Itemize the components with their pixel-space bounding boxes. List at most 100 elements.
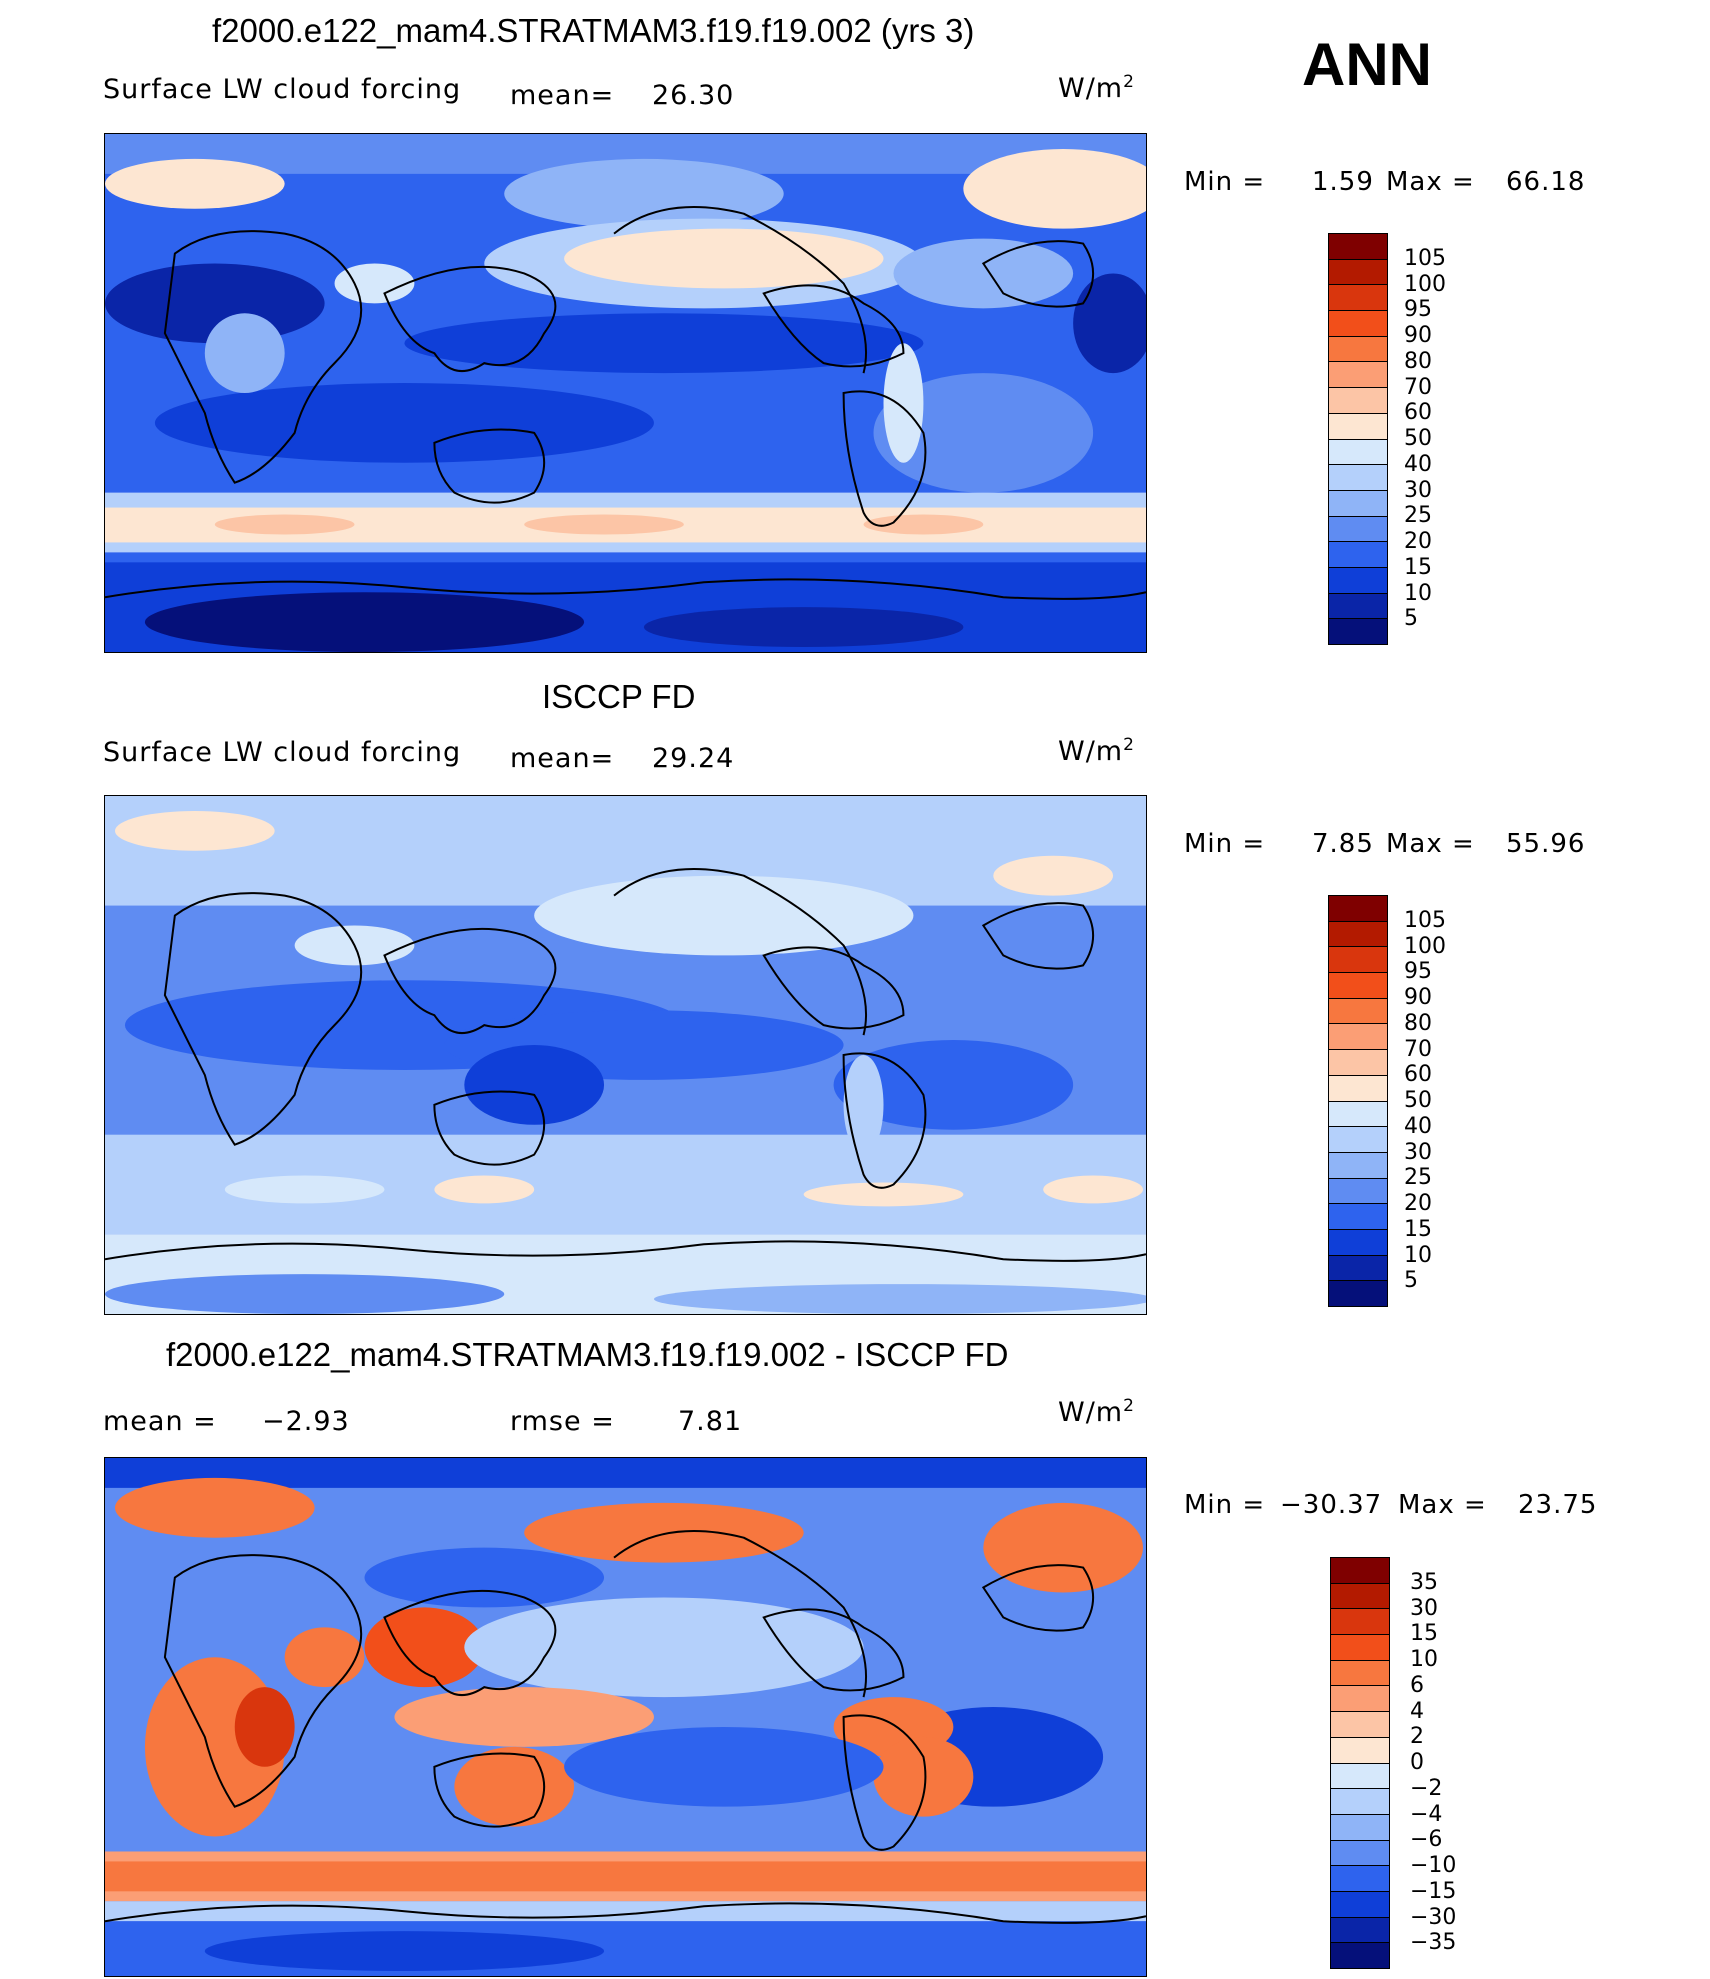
panel2-mean-value: 29.24 <box>652 743 735 774</box>
colorbar-tick-label: 15 <box>1404 1216 1432 1242</box>
colorbar-swatch <box>1329 567 1387 594</box>
colorbar-tick-label: −2 <box>1410 1775 1443 1801</box>
colorbar-swatch <box>1329 285 1387 312</box>
colorbar-swatch <box>1329 362 1387 389</box>
colorbar-swatch <box>1329 1075 1387 1102</box>
panel1-field-label: Surface LW cloud forcing <box>103 74 462 105</box>
colorbar-swatch <box>1329 1024 1387 1051</box>
panel2-title: ISCCP FD <box>542 678 696 715</box>
panel3-mean-value: −2.93 <box>262 1406 350 1437</box>
colorbar-tick-label: −15 <box>1410 1878 1457 1904</box>
colorbar-swatch <box>1329 619 1387 644</box>
colorbar-swatch <box>1331 1943 1389 1968</box>
colorbar-tick-label: 60 <box>1404 400 1432 426</box>
panel1-min-value: 1.59 <box>1312 167 1374 197</box>
panel3-min-value: −30.37 <box>1280 1490 1383 1520</box>
colorbar-swatch <box>1329 336 1387 363</box>
colorbar-swatch <box>1329 1101 1387 1128</box>
colorbar-swatch <box>1331 1660 1389 1687</box>
colorbar-tick-label: 30 <box>1404 1139 1432 1165</box>
colorbar-tick-label: 90 <box>1404 323 1432 348</box>
colorbar-swatch <box>1329 921 1387 948</box>
colorbar-tick-label: 20 <box>1404 1191 1432 1216</box>
colorbar-tick-label: 2 <box>1410 1724 1424 1750</box>
colorbar-swatch <box>1329 413 1387 440</box>
panel1-min-label: Min = <box>1184 167 1266 197</box>
colorbar-tick-label: 6 <box>1410 1672 1424 1698</box>
colorbar-tick-label: 40 <box>1404 451 1432 477</box>
colorbar-tick-label: 25 <box>1404 503 1432 529</box>
panel1-max-label: Max = <box>1386 167 1475 197</box>
panel2-min-label: Min = <box>1184 829 1266 859</box>
colorbar-swatch <box>1329 1050 1387 1076</box>
panel2-max-value: 55.96 <box>1506 829 1586 859</box>
colorbar-swatch <box>1331 1686 1389 1713</box>
colorbar-tick-label: 20 <box>1404 529 1432 554</box>
colorbar-swatch <box>1329 542 1387 568</box>
colorbar-swatch <box>1329 1281 1387 1306</box>
colorbar-swatch <box>1329 259 1387 286</box>
panel2-map <box>104 795 1147 1315</box>
colorbar-swatch <box>1331 1917 1389 1944</box>
colorbar-tick-label: 95 <box>1404 959 1432 985</box>
panel1-colorbar <box>1328 233 1388 645</box>
colorbar-swatch <box>1329 388 1387 414</box>
colorbar-tick-label: 0 <box>1410 1750 1424 1775</box>
colorbar-swatch <box>1329 516 1387 543</box>
panel1-mean-label: mean= <box>510 80 615 111</box>
colorbar-swatch <box>1331 1609 1389 1636</box>
colorbar-swatch <box>1331 1789 1389 1815</box>
colorbar-swatch <box>1329 973 1387 999</box>
colorbar-swatch <box>1329 1127 1387 1153</box>
colorbar-swatch <box>1329 1204 1387 1230</box>
colorbar-tick-label: 15 <box>1410 1621 1438 1647</box>
panel3-colorbar-labels: 35 30 15 10 6 4 2 0 −2 −4 −6 −10 −15 −30 −35 <box>1410 1557 1480 1969</box>
colorbar-tick-label: 10 <box>1410 1647 1438 1672</box>
season-label: ANN <box>1302 31 1432 98</box>
colorbar-swatch <box>1331 1635 1389 1661</box>
colorbar-tick-label: 70 <box>1404 1036 1432 1062</box>
panel3-max-value: 23.75 <box>1518 1490 1598 1520</box>
colorbar-tick-label: 80 <box>1404 1010 1432 1036</box>
colorbar-tick-label: 5 <box>1404 1268 1418 1294</box>
colorbar-swatch <box>1329 1229 1387 1256</box>
panel3-rmse-label: rmse = <box>510 1406 615 1437</box>
colorbar-tick-label: −30 <box>1410 1904 1457 1930</box>
colorbar-tick-label: 70 <box>1404 374 1432 400</box>
colorbar-swatch <box>1329 465 1387 491</box>
colorbar-swatch <box>1329 234 1387 260</box>
colorbar-swatch <box>1331 1840 1389 1867</box>
colorbar-tick-label: 100 <box>1404 271 1446 297</box>
colorbar-tick-label: 100 <box>1404 933 1446 959</box>
panel1-mean-value: 26.30 <box>652 80 735 111</box>
panel1-title: f2000.e122_mam4.STRATMAM3.f19.f19.002 (y… <box>212 12 975 49</box>
colorbar-swatch <box>1329 1255 1387 1282</box>
panel1-map <box>104 133 1147 653</box>
colorbar-swatch <box>1331 1891 1389 1918</box>
colorbar-swatch <box>1329 998 1387 1025</box>
colorbar-tick-label: −10 <box>1410 1853 1457 1878</box>
colorbar-swatch <box>1331 1814 1389 1841</box>
colorbar-swatch <box>1329 1178 1387 1205</box>
colorbar-swatch <box>1331 1712 1389 1738</box>
panel3-units: W/m2 <box>1058 1396 1135 1428</box>
colorbar-swatch <box>1329 947 1387 974</box>
colorbar-tick-label: 10 <box>1404 580 1432 606</box>
colorbar-tick-label: 105 <box>1404 907 1446 933</box>
panel2-min-value: 7.85 <box>1312 829 1374 859</box>
panel2-field-label: Surface LW cloud forcing <box>103 737 462 768</box>
colorbar-tick-label: 30 <box>1410 1595 1438 1621</box>
colorbar-tick-label: 80 <box>1404 348 1432 374</box>
colorbar-swatch <box>1329 896 1387 922</box>
colorbar-swatch <box>1331 1737 1389 1764</box>
colorbar-swatch <box>1329 311 1387 337</box>
panel1-max-value: 66.18 <box>1506 167 1586 197</box>
colorbar-tick-label: 40 <box>1404 1113 1432 1139</box>
panel2-units: W/m2 <box>1058 735 1135 767</box>
colorbar-tick-label: −4 <box>1410 1801 1443 1827</box>
panel3-min-label: Min = <box>1184 1490 1266 1520</box>
colorbar-tick-label: −35 <box>1410 1930 1457 1956</box>
colorbar-swatch <box>1329 439 1387 466</box>
colorbar-tick-label: 50 <box>1404 426 1432 451</box>
panel3-title: f2000.e122_mam4.STRATMAM3.f19.f19.002 - … <box>166 1336 1009 1373</box>
